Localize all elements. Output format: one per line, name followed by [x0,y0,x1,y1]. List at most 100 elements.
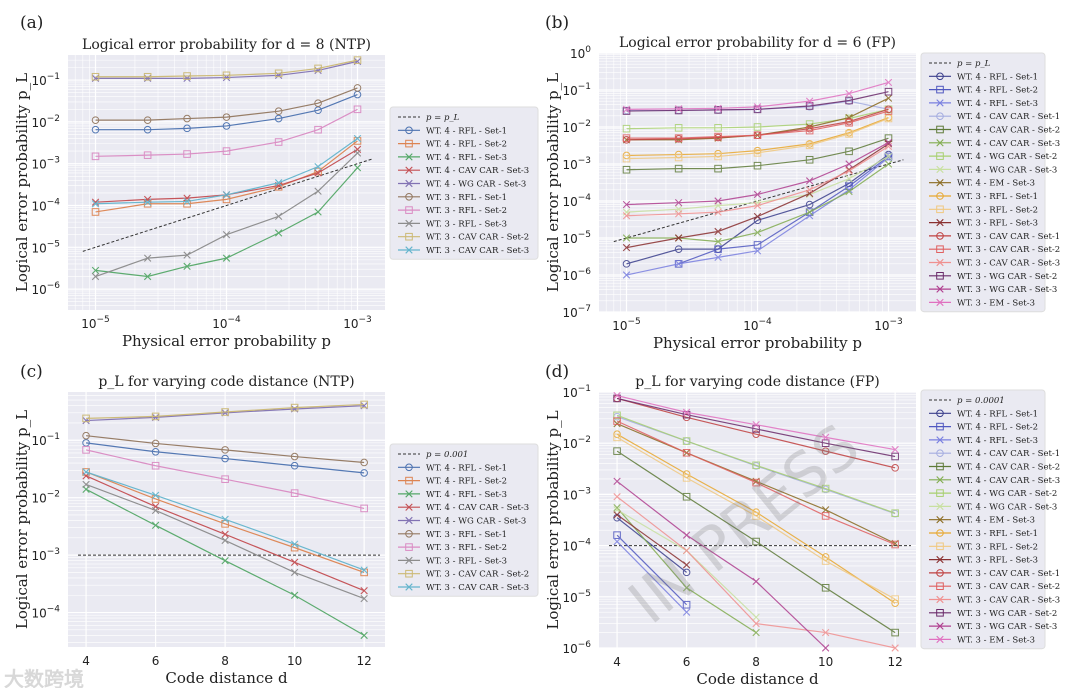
data-point [82,468,90,476]
data-point [290,403,299,412]
data-point [884,153,893,162]
data-point [805,186,814,194]
data-point [151,439,160,448]
data-point [613,531,621,539]
y-tick-label: 10−4 [31,197,60,213]
panel-label: (a) [20,13,43,33]
tick-base: 10 [562,488,577,502]
data-point [353,105,362,114]
legend-label: WT. 4 - RFL - Set-1 [957,409,1038,419]
legend-marker [936,245,944,253]
legend-marker [405,530,413,538]
data-point [221,446,229,454]
y-tick-label: 10−4 [562,538,591,554]
data-point [360,594,368,603]
legend-marker [405,139,413,148]
data-point [91,125,100,134]
data-point [682,410,691,419]
legend: p = p_L WT. 4 - RFL - Set-1 WT. 4 - RFL - … [920,52,1060,313]
legend-marker [936,609,944,617]
series-line [95,94,358,131]
chart-panel-0: 10−610−510−410−310−210−110−5 10−4 10−3(a)L… [13,13,539,350]
legend-marker [405,583,413,591]
legend-marker [405,232,413,241]
series-wt-3-em-set-3 [613,391,899,454]
series-wt-3-wg-car-set-3 [622,138,893,209]
legend-marker [405,166,413,174]
tick-exponent: −4 [759,317,773,327]
data-point [360,469,368,477]
panel-label: (c) [20,362,43,382]
tick-exponent: −3 [578,156,591,166]
data-point [151,506,160,515]
data-point [274,229,283,237]
tick-exponent: −5 [97,315,110,325]
series-line [616,397,896,458]
data-point [222,254,231,262]
tick-base: 10 [31,549,46,563]
series-line [626,110,889,139]
series-wt-3-rfl-set-1 [91,84,362,124]
legend-label: WT. 3 - RFL - Set-2 [957,205,1038,215]
data-point [674,134,683,142]
data-point [613,447,621,455]
series-line [86,435,365,464]
legend-label: WT. 4 - RFL - Set-1 [957,72,1038,82]
tick-base: 10 [31,434,46,448]
data-point [891,540,899,549]
data-point [274,212,283,221]
data-point [622,234,631,242]
series-wt-3-rfl-set-2 [82,446,368,513]
data-point [714,227,722,236]
data-point [183,262,191,271]
legend-label: WT. 3 - WG CAR - Set-2 [957,272,1057,282]
series-wt-3-em-set-3 [622,78,893,114]
data-point [290,461,299,470]
series-line [616,514,687,566]
data-point [314,169,322,177]
data-point [752,478,760,487]
data-point [682,448,691,457]
legend-label: WT. 4 - CAV CAR - Set-2 [957,126,1060,136]
data-point [622,154,631,163]
data-point [622,107,631,115]
tick-base: 10 [31,607,46,621]
data-point [682,408,691,417]
data-point [891,464,899,472]
y-tick-label: 10−2 [562,435,591,451]
data-point [143,254,152,262]
data-point [821,557,830,565]
data-point [752,430,760,438]
data-point [682,568,691,577]
data-point [845,187,853,196]
data-point [221,408,229,416]
data-point [753,212,762,221]
x-axis-label: Code distance d [165,669,288,687]
data-point [682,437,691,445]
legend-label: WT. 4 - WG CAR - Set-2 [957,489,1057,499]
x-tick-label: 4 [82,654,90,668]
data-point [753,241,762,249]
data-point [845,130,853,138]
legend-marker [405,569,413,578]
tick-base: 10 [612,319,627,333]
tick-exponent: −6 [47,281,61,291]
legend-marker [936,436,944,444]
legend-label: WT. 4 - RFL - Set-3 [957,436,1038,446]
data-point [891,644,899,652]
legend-label: p = 0.0001 [957,396,1005,406]
tick-exponent: −2 [47,490,60,500]
data-point [143,125,152,134]
legend-label: WT. 3 - RFL - Set-1 [426,193,507,203]
tick-base: 10 [743,319,758,333]
series-wt-3-rfl-set-2 [613,433,899,603]
tick-exponent: −3 [47,156,60,166]
data-point [290,452,299,461]
legend-marker [936,462,944,471]
legend-label: WT. 4 - CAV CAR - Set-1 [957,449,1060,459]
series-line [678,155,889,265]
series-line [616,534,688,606]
legend-marker [936,422,944,431]
legend-label: WT. 3 - RFL - Set-1 [957,529,1038,539]
legend-marker [936,112,944,120]
